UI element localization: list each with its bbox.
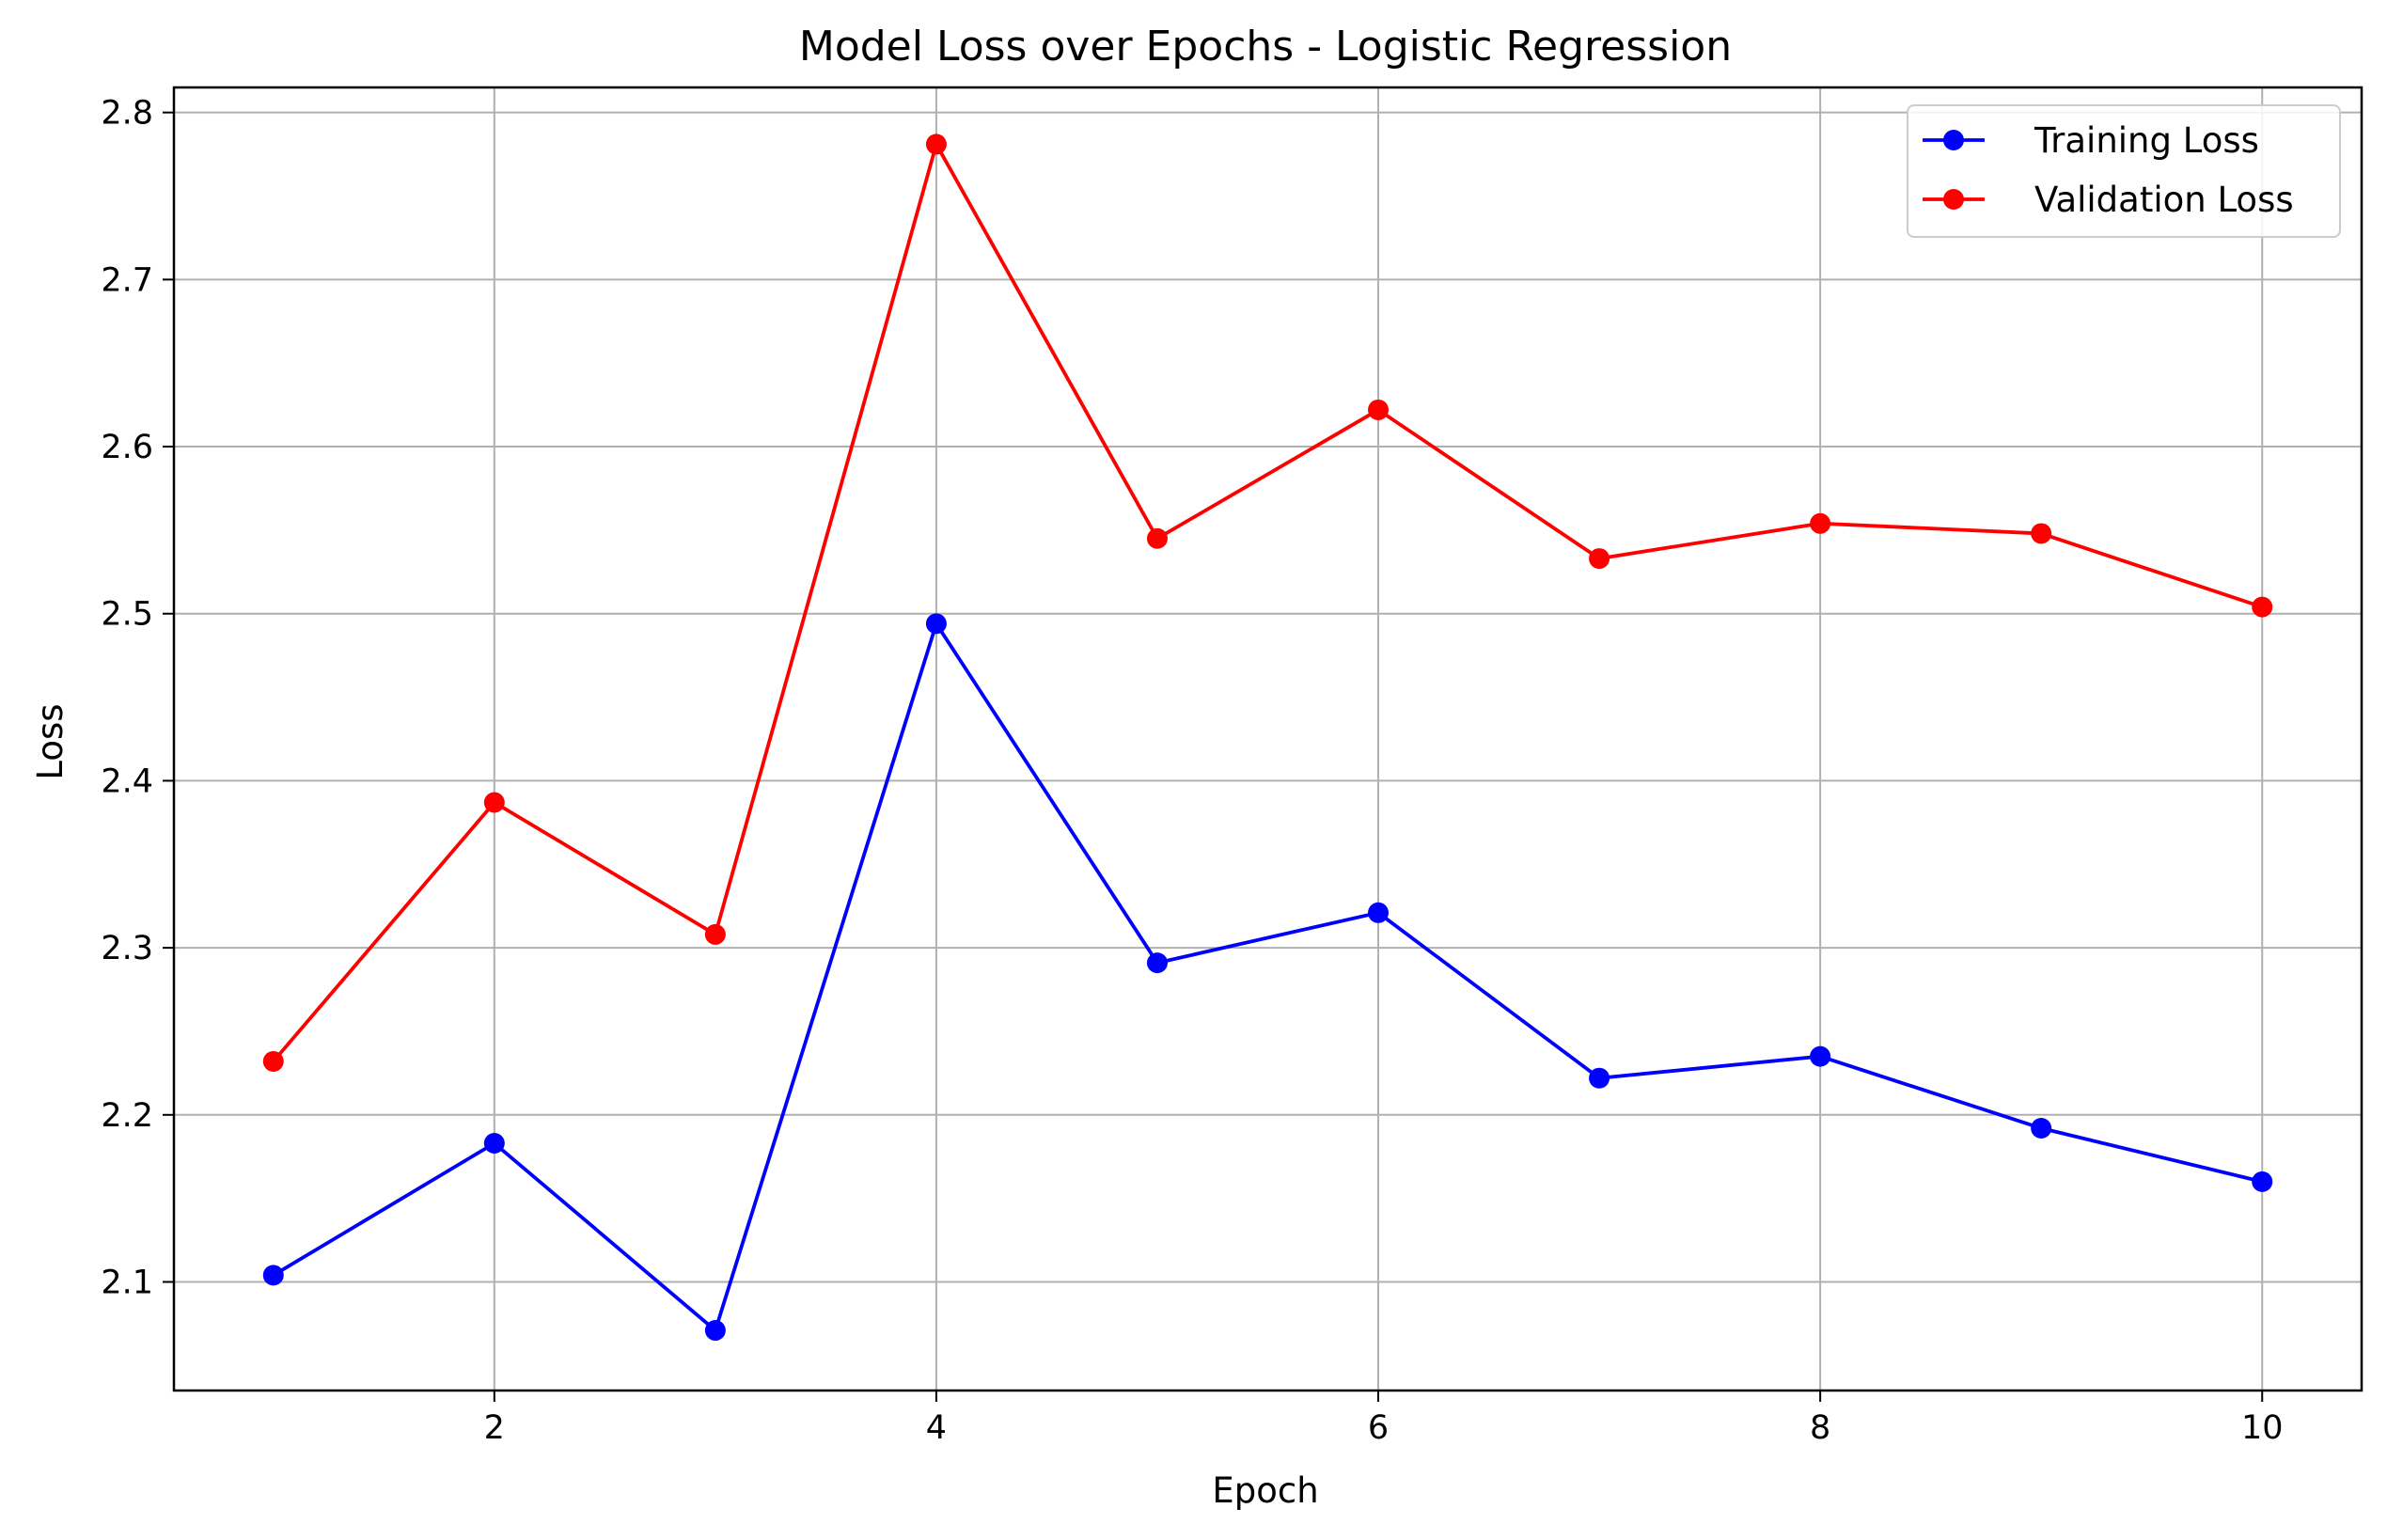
y-tick-label: 2.6: [101, 429, 153, 466]
y-tick-label: 2.7: [101, 261, 153, 299]
plot-frame: [172, 86, 2363, 1392]
training-loss-point: [1146, 952, 1168, 974]
x-tick-label: 8: [1810, 1409, 1830, 1447]
validation-loss-point: [1589, 548, 1610, 570]
training-loss-point: [1810, 1045, 1831, 1067]
y-tick-label: 2.8: [101, 95, 153, 133]
y-tick-label: 2.4: [101, 762, 153, 800]
x-axis-label: Epoch: [1212, 1470, 1318, 1511]
training-loss-legend-label: Training Loss: [2034, 120, 2259, 161]
legend: Training Loss Validation Loss: [1907, 104, 2341, 238]
chart-title: Model Loss over Epochs - Logistic Regres…: [799, 23, 1732, 71]
y-tick-label: 2.3: [101, 930, 153, 967]
validation-loss-legend-label: Validation Loss: [2034, 180, 2294, 220]
x-tick-label: 4: [926, 1409, 947, 1447]
validation-loss-point: [925, 134, 947, 155]
validation-loss-point: [2031, 523, 2052, 544]
training-loss-point: [483, 1133, 505, 1155]
series-lines: [262, 134, 2273, 1342]
y-tick-label: 2.2: [101, 1097, 153, 1135]
validation-loss-point: [1368, 399, 1390, 420]
training-loss-line: [272, 621, 2263, 1332]
validation-loss-point: [704, 923, 726, 945]
y-tick-label: 2.5: [101, 596, 153, 634]
training-loss-point: [925, 613, 947, 635]
validation-loss-line: [272, 142, 2263, 1063]
training-loss-point: [1589, 1067, 1610, 1089]
x-tick-label: 2: [484, 1409, 505, 1447]
training-loss-point: [262, 1265, 284, 1286]
training-loss-legend-marker: [1943, 130, 1964, 150]
training-loss-point: [704, 1320, 726, 1342]
x-tick-label: 10: [2241, 1409, 2284, 1447]
training-loss-point: [1368, 902, 1390, 923]
training-loss-point: [2031, 1118, 2052, 1139]
validation-loss-point: [483, 792, 505, 813]
validation-loss-legend-marker: [1943, 189, 1964, 210]
legend-box: [1907, 104, 2341, 238]
y-axis-label: Loss: [30, 703, 71, 779]
validation-loss-point: [2252, 596, 2273, 618]
x-tick-label: 6: [1368, 1409, 1389, 1447]
validation-loss-point: [262, 1050, 284, 1072]
validation-loss-point: [1810, 512, 1831, 534]
training-loss-point: [2252, 1171, 2273, 1192]
validation-loss-point: [1146, 527, 1168, 549]
y-tick-label: 2.1: [101, 1265, 153, 1302]
axis-ticks: 2 4 6 8 10 2.1 2.2 2.3 2.4 2.5 2.6 2.7 2.8: [101, 95, 2283, 1447]
